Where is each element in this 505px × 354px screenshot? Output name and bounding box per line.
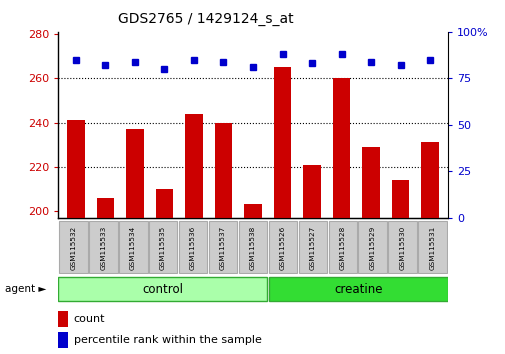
Bar (119, 221, 147, 273)
Bar (58, 332, 68, 348)
Bar (185, 114, 203, 218)
Bar (214, 122, 232, 218)
Bar (178, 221, 207, 273)
Text: GSM115536: GSM115536 (190, 226, 195, 270)
Text: GSM115534: GSM115534 (130, 226, 136, 270)
Text: GSM115532: GSM115532 (70, 226, 76, 270)
Text: GDS2765 / 1429124_s_at: GDS2765 / 1429124_s_at (118, 12, 293, 27)
Text: creatine: creatine (333, 283, 382, 296)
Bar (298, 221, 327, 273)
Text: GSM115530: GSM115530 (399, 226, 405, 270)
Bar (238, 221, 267, 273)
Bar (273, 67, 291, 218)
Bar (302, 165, 320, 218)
Bar (148, 221, 177, 273)
Text: GSM115526: GSM115526 (279, 226, 285, 270)
Bar (268, 278, 447, 301)
Bar (59, 221, 87, 273)
Text: control: control (142, 283, 183, 296)
Bar (358, 221, 386, 273)
Bar (418, 221, 446, 273)
Bar (332, 78, 349, 218)
Text: GSM115533: GSM115533 (100, 226, 106, 270)
Bar (208, 221, 237, 273)
Bar (420, 142, 438, 218)
Bar (126, 129, 143, 218)
Text: count: count (74, 314, 105, 324)
Bar (268, 221, 297, 273)
Bar (67, 120, 85, 218)
Bar (156, 189, 173, 218)
Bar (388, 221, 417, 273)
Text: agent ►: agent ► (5, 284, 46, 295)
Text: GSM115538: GSM115538 (249, 226, 256, 270)
Bar (362, 147, 379, 218)
Bar (391, 180, 409, 218)
Text: GSM115535: GSM115535 (160, 226, 166, 270)
Bar (58, 311, 68, 327)
Text: GSM115529: GSM115529 (369, 226, 375, 270)
Text: GSM115527: GSM115527 (310, 226, 315, 270)
Bar (96, 198, 114, 218)
Bar (244, 204, 262, 218)
Text: percentile rank within the sample: percentile rank within the sample (74, 335, 261, 345)
Text: GSM115537: GSM115537 (220, 226, 226, 270)
Bar (88, 221, 117, 273)
Bar (58, 278, 267, 301)
Bar (328, 221, 357, 273)
Text: GSM115528: GSM115528 (339, 226, 345, 270)
Text: GSM115531: GSM115531 (429, 226, 435, 270)
